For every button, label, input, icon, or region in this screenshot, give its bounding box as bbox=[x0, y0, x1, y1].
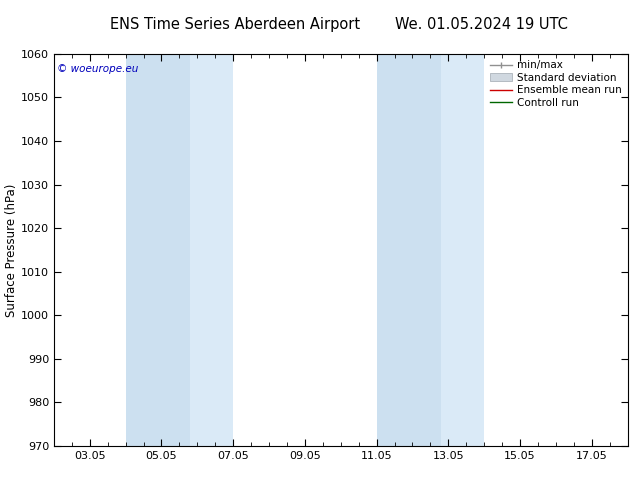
Bar bbox=[190, 54, 233, 446]
Bar bbox=[441, 54, 484, 446]
Bar bbox=[377, 54, 441, 446]
Legend: min/max, Standard deviation, Ensemble mean run, Controll run: min/max, Standard deviation, Ensemble me… bbox=[486, 56, 626, 112]
Text: We. 01.05.2024 19 UTC: We. 01.05.2024 19 UTC bbox=[396, 17, 568, 32]
Text: ENS Time Series Aberdeen Airport: ENS Time Series Aberdeen Airport bbox=[110, 17, 359, 32]
Y-axis label: Surface Pressure (hPa): Surface Pressure (hPa) bbox=[5, 183, 18, 317]
Bar bbox=[126, 54, 190, 446]
Text: © woeurope.eu: © woeurope.eu bbox=[57, 64, 138, 74]
